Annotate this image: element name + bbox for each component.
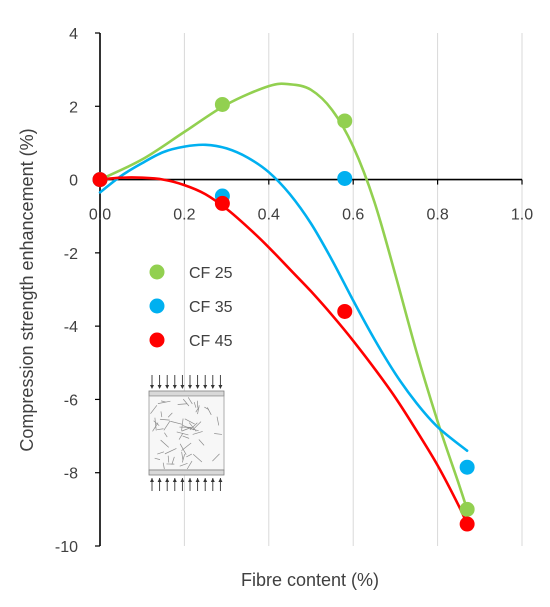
y-tick-label: -4 bbox=[64, 319, 78, 336]
x-tick-label: 0.4 bbox=[258, 207, 280, 224]
specimen-diagram bbox=[148, 375, 225, 491]
tick-label-layer: 4 2 0 -2 -4 -6 -8 -10 0.0 0.2 0.4 0.6 0.8 1.0 bbox=[55, 26, 533, 556]
y-tick-label: 0 bbox=[69, 173, 78, 190]
y-tick-label: 2 bbox=[69, 99, 78, 116]
legend-marker-cf25 bbox=[149, 264, 165, 280]
y-tick-label: -6 bbox=[64, 392, 78, 409]
data-point-cf25 bbox=[214, 96, 230, 112]
y-tick-label: -10 bbox=[55, 539, 78, 556]
trendline-cf45 bbox=[98, 176, 469, 526]
x-tick-label: 0.6 bbox=[342, 207, 364, 224]
legend-marker-cf35 bbox=[149, 298, 165, 314]
x-tick-label: 0.8 bbox=[426, 207, 448, 224]
legend-marker-cf45 bbox=[149, 332, 165, 348]
legend-label-cf45: CF 45 bbox=[189, 333, 233, 350]
y-tick-label: 4 bbox=[69, 26, 78, 43]
x-tick-label: 0.0 bbox=[89, 207, 111, 224]
data-point-cf45 bbox=[459, 516, 475, 532]
y-tick-label: -8 bbox=[64, 466, 78, 483]
legend: CF 25 CF 35 CF 45 bbox=[149, 264, 233, 350]
data-point-layer bbox=[92, 96, 475, 532]
y-axis-title: Compression strength enhancement (%) bbox=[17, 128, 37, 451]
x-tick-label: 1.0 bbox=[511, 207, 533, 224]
data-point-cf25 bbox=[337, 113, 353, 129]
legend-label-cf35: CF 35 bbox=[189, 299, 233, 316]
bottom-load-arrows bbox=[150, 478, 223, 491]
data-point-cf45 bbox=[92, 172, 108, 188]
data-point-cf35 bbox=[337, 170, 353, 186]
data-point-cf25 bbox=[459, 501, 475, 517]
top-load-arrows bbox=[150, 375, 223, 389]
trendline-layer bbox=[98, 82, 469, 526]
specimen-body bbox=[148, 395, 225, 471]
y-tick-label: -2 bbox=[64, 246, 78, 263]
fibre-strands bbox=[150, 397, 223, 470]
trendline-cf25 bbox=[98, 82, 469, 511]
data-point-cf45 bbox=[337, 303, 353, 319]
legend-label-cf25: CF 25 bbox=[189, 265, 233, 282]
top-loading-plate bbox=[148, 390, 225, 397]
bottom-loading-plate bbox=[148, 469, 225, 476]
x-axis-title: Fibre content (%) bbox=[241, 570, 379, 590]
x-tick-label: 0.2 bbox=[173, 207, 195, 224]
data-point-cf45 bbox=[214, 195, 230, 211]
trendline-cf35 bbox=[98, 143, 469, 452]
data-point-cf35 bbox=[459, 459, 475, 475]
axis-layer bbox=[95, 32, 523, 547]
